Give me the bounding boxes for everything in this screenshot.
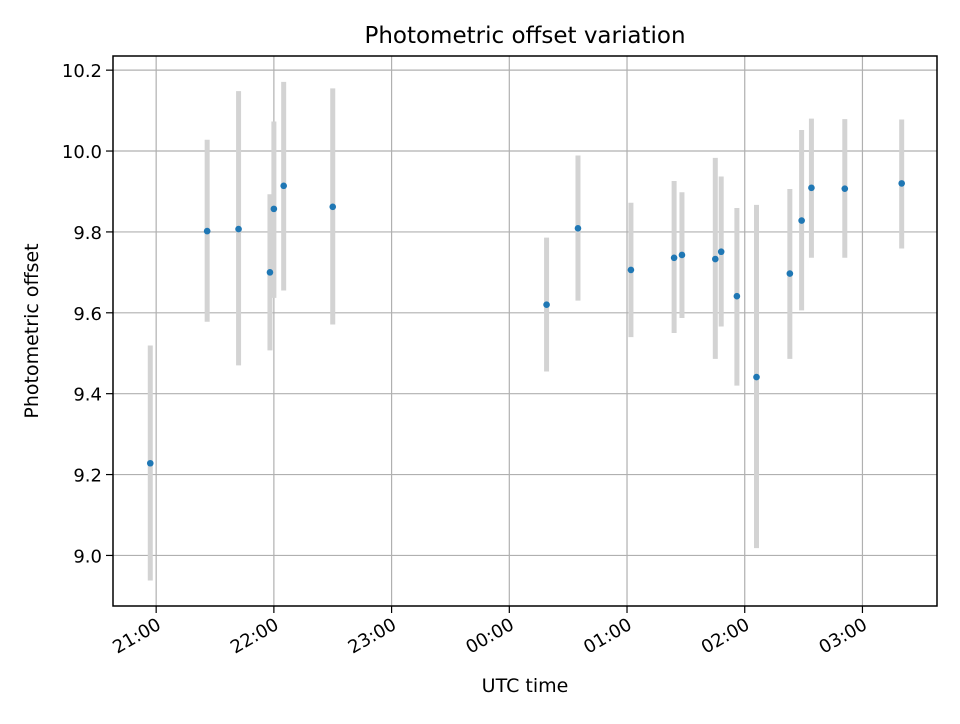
data-point [235,225,242,233]
data-point [841,185,849,192]
y-axis-label: Photometric offset [21,243,43,418]
data-point [678,251,686,259]
data-point [543,301,550,309]
x-axis-label: UTC time [482,675,569,697]
y-tick-label: 9.2 [73,466,102,487]
data-point [266,269,274,276]
y-tick-label: 9.4 [73,385,102,406]
y-tick-label: 9.0 [73,546,102,567]
data-point [280,182,287,190]
data-point [712,255,719,263]
data-point [203,227,211,235]
data-point [898,180,905,187]
data-point [329,203,337,211]
data-point [798,217,805,224]
y-tick-label: 10.0 [62,142,102,163]
y-tick-label: 9.6 [73,304,102,325]
data-point [717,248,725,256]
data-points [146,180,905,467]
y-tick-label: 9.8 [73,223,102,244]
data-point [786,270,794,277]
data-point [670,254,678,262]
plot-frame [112,55,938,607]
data-point [627,266,635,274]
data-point [808,184,815,192]
data-point [733,292,741,300]
data-point [146,459,154,467]
y-tick-label: 10.2 [62,61,102,82]
data-point [574,224,582,232]
data-point [753,373,760,381]
data-point [270,205,278,213]
chart-title: Photometric offset variation [364,23,685,49]
